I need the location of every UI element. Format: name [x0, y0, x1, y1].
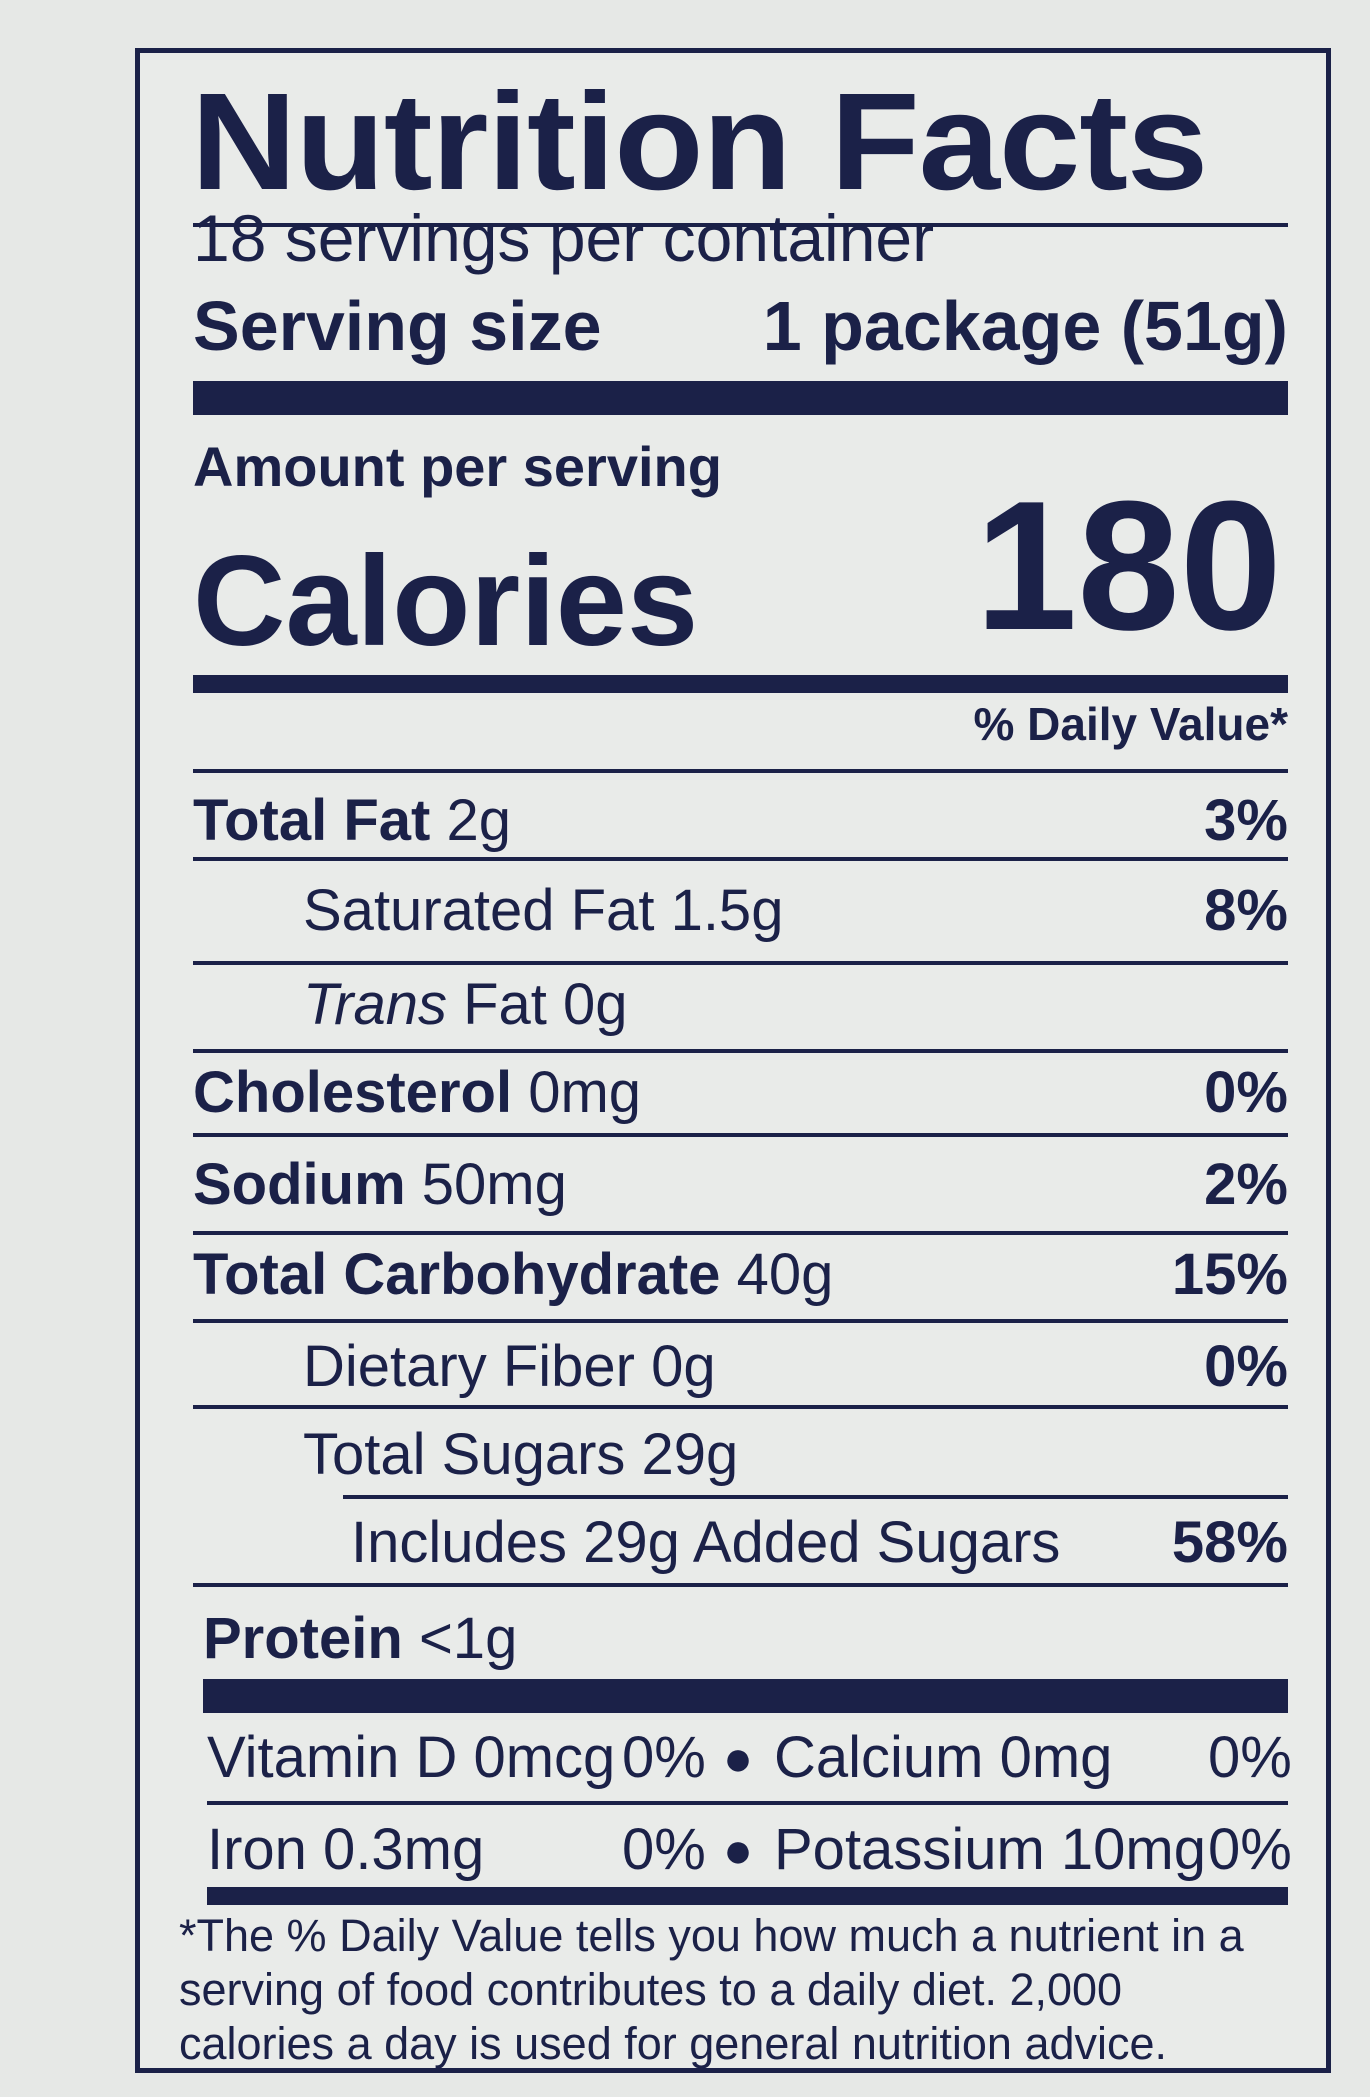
- nutrient-row-saturated-fat: Saturated Fat 1.5g 8%: [193, 873, 1288, 949]
- nutrition-facts-content: Nutrition Facts 18 servings per containe…: [179, 53, 1292, 2069]
- serving-size-value: 1 package (51g): [762, 287, 1288, 365]
- amount-per-serving: Amount per serving: [193, 435, 722, 498]
- vitamin-row: Vitamin D 0mcg 0% ● Calcium 0mg 0%: [193, 1715, 1292, 1801]
- nutrient-name: Dietary Fiber: [303, 1334, 635, 1399]
- nutrient-name: Sodium: [193, 1152, 406, 1217]
- nutrient-row-protein: Protein <1g: [193, 1601, 1288, 1677]
- vitamin-row: Iron 0.3mg 0% ● Potassium 10mg 0%: [193, 1807, 1292, 1893]
- nutrient-name-rest: Fat 0g: [463, 972, 628, 1037]
- nutrient-row-sodium: Sodium 50mg 2%: [193, 1147, 1288, 1223]
- divider: [193, 1231, 1288, 1235]
- divider: [193, 961, 1288, 965]
- nutrient-amount: 40g: [736, 1242, 834, 1307]
- nutrient-name: Protein: [203, 1606, 403, 1671]
- nutrient-row-total-fat: Total Fat 2g 3%: [193, 783, 1288, 859]
- divider: [193, 857, 1288, 861]
- label-title: Nutrition Facts: [191, 65, 1208, 219]
- daily-value-header: % Daily Value*: [973, 698, 1289, 750]
- daily-value-footnote: *The % Daily Value tells you how much a …: [179, 1910, 1244, 2069]
- divider: [207, 1801, 1288, 1805]
- nutrient-dv: 58%: [1171, 1510, 1288, 1575]
- bullet-icon: ●: [722, 1730, 754, 1786]
- vitamin-left-dv: 0%: [622, 1817, 706, 1882]
- nutrient-amount: 2g: [446, 788, 511, 853]
- medium-divider: [207, 1887, 1288, 1905]
- nutrient-row-dietary-fiber: Dietary Fiber 0g 0%: [193, 1329, 1288, 1405]
- divider: [193, 1049, 1288, 1053]
- vitamin-right-dv: 0%: [1208, 1817, 1292, 1882]
- nutrient-dv: 0%: [1204, 1334, 1288, 1399]
- nutrient-name: Saturated Fat: [303, 878, 655, 943]
- nutrient-dv: 2%: [1204, 1152, 1288, 1217]
- vitamin-left-name: Iron 0.3mg: [207, 1817, 485, 1882]
- divider: [193, 1319, 1288, 1323]
- bullet-icon: ●: [722, 1822, 754, 1878]
- nutrient-dv: 15%: [1171, 1242, 1288, 1307]
- nutrient-row-cholesterol: Cholesterol 0mg 0%: [193, 1055, 1288, 1131]
- vitamin-right-name: Calcium 0mg: [774, 1725, 1113, 1790]
- nutrient-row-trans-fat: Trans Fat 0g: [193, 967, 1288, 1043]
- nutrient-amount: 1.5g: [670, 878, 784, 943]
- nutrient-row-added-sugars: Includes 29g Added Sugars 58%: [193, 1505, 1288, 1581]
- nutrition-facts-panel: Nutrition Facts 18 servings per containe…: [135, 48, 1331, 2073]
- vitamin-left-name: Vitamin D 0mcg: [207, 1725, 616, 1790]
- divider: [343, 1495, 1288, 1499]
- nutrient-amount: 0mg: [528, 1060, 642, 1125]
- nutrient-row-total-carbohydrate: Total Carbohydrate 40g 15%: [193, 1237, 1288, 1313]
- calories-label: Calories: [193, 530, 699, 673]
- servings-per-container: 18 servings per container: [193, 201, 935, 275]
- divider: [193, 1405, 1288, 1409]
- nutrient-name-italic: Trans: [303, 972, 447, 1037]
- vitamin-left-dv: 0%: [622, 1725, 706, 1790]
- serving-size: Serving size 1 package (51g): [193, 291, 1288, 361]
- divider: [193, 769, 1288, 773]
- divider: [193, 223, 1288, 227]
- nutrient-amount: 50mg: [421, 1152, 567, 1217]
- nutrient-amount: <1g: [418, 1606, 518, 1671]
- vitamin-right-name: Potassium 10mg: [774, 1817, 1206, 1882]
- nutrient-name: Total Sugars: [303, 1422, 626, 1487]
- divider: [193, 1583, 1288, 1587]
- thick-divider: [203, 1679, 1288, 1713]
- nutrient-dv: 8%: [1204, 878, 1288, 943]
- nutrient-name: Total Fat: [193, 788, 431, 853]
- calories-value: 180: [975, 462, 1282, 668]
- nutrient-name: Includes 29g Added Sugars: [351, 1510, 1061, 1575]
- divider: [193, 1133, 1288, 1137]
- nutrient-dv: 0%: [1204, 1060, 1288, 1125]
- serving-size-label: Serving size: [193, 287, 602, 365]
- vitamin-right-dv: 0%: [1208, 1725, 1292, 1790]
- nutrient-amount: 29g: [641, 1422, 739, 1487]
- medium-divider: [193, 675, 1288, 693]
- nutrient-name: Total Carbohydrate: [193, 1242, 721, 1307]
- thick-divider: [193, 381, 1288, 415]
- nutrient-amount: 0g: [651, 1334, 716, 1399]
- nutrient-name: Cholesterol: [193, 1060, 513, 1125]
- nutrient-row-total-sugars: Total Sugars 29g: [193, 1417, 1288, 1493]
- nutrient-dv: 3%: [1204, 788, 1288, 853]
